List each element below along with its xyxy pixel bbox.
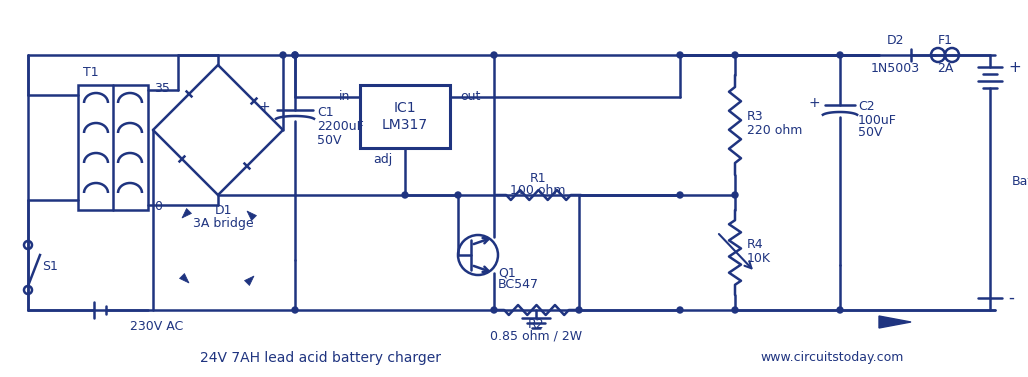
Text: Battery: Battery (1012, 176, 1028, 188)
Text: C1: C1 (317, 106, 334, 120)
Text: S1: S1 (42, 261, 58, 273)
Circle shape (491, 307, 497, 313)
Text: BC547: BC547 (498, 279, 539, 291)
Polygon shape (247, 211, 257, 221)
Text: out: out (460, 90, 480, 104)
Text: 50V: 50V (858, 127, 882, 139)
Text: 0: 0 (154, 199, 162, 213)
Circle shape (677, 192, 683, 198)
Text: R3: R3 (747, 110, 764, 124)
Text: IC1: IC1 (394, 101, 416, 115)
Text: 3A bridge: 3A bridge (192, 218, 253, 230)
Text: 2200uF: 2200uF (317, 121, 364, 133)
Text: +: + (258, 100, 270, 114)
Polygon shape (879, 316, 911, 328)
Text: R2: R2 (527, 317, 544, 331)
Text: C2: C2 (858, 101, 875, 113)
Text: 100uF: 100uF (858, 113, 896, 127)
Text: 24V 7AH lead acid battery charger: 24V 7AH lead acid battery charger (200, 351, 441, 365)
Text: -: - (1008, 289, 1014, 307)
Circle shape (677, 52, 683, 58)
Circle shape (732, 307, 738, 313)
Text: +: + (1008, 60, 1021, 75)
Text: adj: adj (374, 153, 393, 167)
Polygon shape (245, 276, 254, 285)
Text: in: in (338, 90, 350, 104)
Circle shape (491, 52, 497, 58)
Text: R4: R4 (747, 238, 764, 250)
Circle shape (576, 307, 582, 313)
Circle shape (837, 52, 843, 58)
Text: 1N5003: 1N5003 (871, 63, 920, 75)
Circle shape (292, 52, 298, 58)
Text: LM317: LM317 (382, 118, 428, 132)
Text: F1: F1 (938, 35, 953, 48)
Text: 50V: 50V (317, 135, 341, 147)
Text: T1: T1 (83, 66, 99, 80)
Circle shape (677, 307, 683, 313)
Circle shape (292, 307, 298, 313)
Text: 230V AC: 230V AC (130, 319, 183, 333)
Text: 35: 35 (154, 83, 170, 95)
Circle shape (837, 307, 843, 313)
Circle shape (732, 192, 738, 198)
Text: +: + (808, 96, 820, 110)
Text: 220 ohm: 220 ohm (747, 124, 803, 138)
Bar (78, 85, 148, 210)
Text: www.circuitstoday.com: www.circuitstoday.com (760, 351, 904, 365)
Text: 2A: 2A (937, 63, 953, 75)
Circle shape (402, 192, 408, 198)
Bar (360, 85, 450, 148)
Text: 0.85 ohm / 2W: 0.85 ohm / 2W (490, 329, 582, 342)
Text: R1: R1 (529, 173, 546, 185)
Circle shape (455, 192, 461, 198)
Text: 10K: 10K (747, 251, 771, 265)
Circle shape (280, 52, 286, 58)
Circle shape (732, 52, 738, 58)
Text: D1: D1 (214, 204, 231, 218)
Polygon shape (182, 208, 191, 218)
Text: D2: D2 (886, 35, 904, 48)
Text: Q1: Q1 (498, 267, 516, 279)
Polygon shape (180, 273, 189, 283)
Circle shape (292, 52, 298, 58)
Text: 100 ohm: 100 ohm (510, 184, 565, 196)
